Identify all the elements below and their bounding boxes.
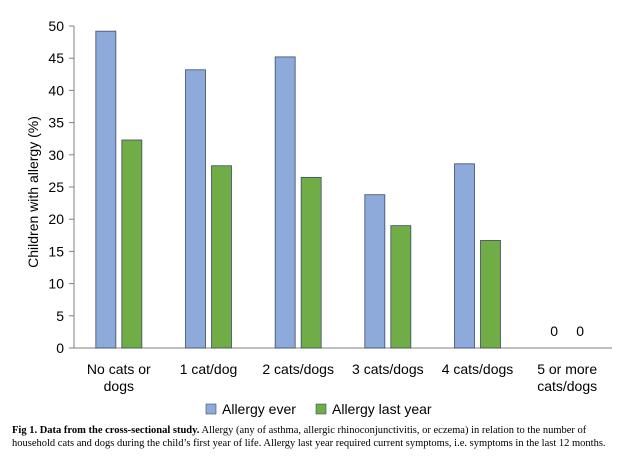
- y-tick-label: 45: [48, 50, 64, 66]
- bar: [185, 69, 206, 349]
- y-tick-label: 30: [48, 147, 64, 163]
- x-category-label: 2 cats/dogs: [262, 361, 334, 377]
- y-tick-label: 50: [48, 18, 64, 34]
- legend-label: Allergy last year: [332, 401, 432, 417]
- y-tick-label: 10: [48, 276, 64, 292]
- x-category-label: 5 or more: [537, 361, 597, 377]
- y-tick-label: 0: [56, 340, 64, 356]
- y-axis-label: Children with allergy (%): [25, 116, 41, 268]
- y-tick-label: 40: [48, 82, 64, 98]
- bar: [211, 165, 232, 349]
- x-category-label: 1 cat/dog: [180, 361, 238, 377]
- legend-swatch: [315, 403, 327, 415]
- legend-swatch: [205, 403, 217, 415]
- data-label: 0: [550, 323, 558, 339]
- legend-label: Allergy ever: [222, 401, 296, 417]
- bar: [300, 176, 322, 349]
- y-tick-label: 25: [48, 179, 64, 195]
- y-tick-label: 20: [48, 211, 64, 227]
- caption-text: Allergy (any of asthma, allergic rhinoco…: [12, 425, 606, 449]
- bar: [364, 194, 386, 349]
- bar: [95, 30, 117, 349]
- y-tick-label: 35: [48, 115, 64, 131]
- bar: [480, 240, 501, 349]
- legend: Allergy ever Allergy last year: [205, 401, 432, 417]
- bar: [454, 163, 475, 349]
- x-category-label: cats/dogs: [537, 378, 597, 394]
- y-tick-label: 15: [48, 243, 64, 259]
- figure-caption: Fig 1. Data from the cross-sectional stu…: [12, 424, 618, 450]
- bar: [390, 225, 412, 349]
- data-label: 0: [576, 323, 584, 339]
- y-tick-label: 5: [56, 308, 64, 324]
- bar: [121, 139, 143, 349]
- x-category-label: dogs: [104, 378, 134, 394]
- bar: [274, 56, 296, 349]
- x-category-label: No cats or: [87, 361, 151, 377]
- x-category-label: 3 cats/dogs: [352, 361, 424, 377]
- x-category-label: 4 cats/dogs: [442, 361, 514, 377]
- caption-title: Fig 1. Data from the cross-sectional stu…: [12, 425, 200, 436]
